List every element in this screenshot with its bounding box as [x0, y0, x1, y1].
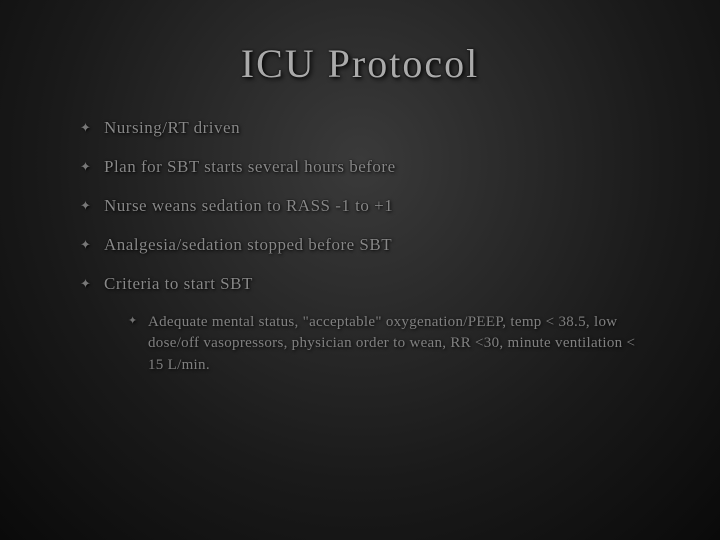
list-item: ✦ Nurse weans sedation to RASS -1 to +1 — [80, 195, 650, 218]
list-item-text: Criteria to start SBT — [104, 273, 650, 296]
bullet-icon: ✦ — [80, 158, 94, 176]
list-item: ✦ Nursing/RT driven — [80, 117, 650, 140]
bullet-icon: ✦ — [128, 314, 140, 330]
list-item-text: Analgesia/sedation stopped before SBT — [104, 234, 650, 257]
slide-title: ICU Protocol — [50, 40, 670, 87]
bullet-icon: ✦ — [80, 119, 94, 137]
slide: ICU Protocol ✦ Nursing/RT driven ✦ Plan … — [0, 0, 720, 540]
sub-list-item-text: Adequate mental status, "acceptable" oxy… — [148, 312, 650, 377]
sub-list: ✦ Adequate mental status, "acceptable" o… — [118, 312, 650, 377]
bullet-icon: ✦ — [80, 197, 94, 215]
list-item: ✦ Analgesia/sedation stopped before SBT — [80, 234, 650, 257]
list-item-text: Nurse weans sedation to RASS -1 to +1 — [104, 195, 650, 218]
list-item-text: Nursing/RT driven — [104, 117, 650, 140]
slide-content: ✦ Nursing/RT driven ✦ Plan for SBT start… — [50, 117, 670, 377]
list-item: ✦ Criteria to start SBT — [80, 273, 650, 296]
list-item: ✦ Plan for SBT starts several hours befo… — [80, 156, 650, 179]
list-item-text: Plan for SBT starts several hours before — [104, 156, 650, 179]
sub-list-item: ✦ Adequate mental status, "acceptable" o… — [128, 312, 650, 377]
bullet-icon: ✦ — [80, 236, 94, 254]
bullet-icon: ✦ — [80, 275, 94, 293]
